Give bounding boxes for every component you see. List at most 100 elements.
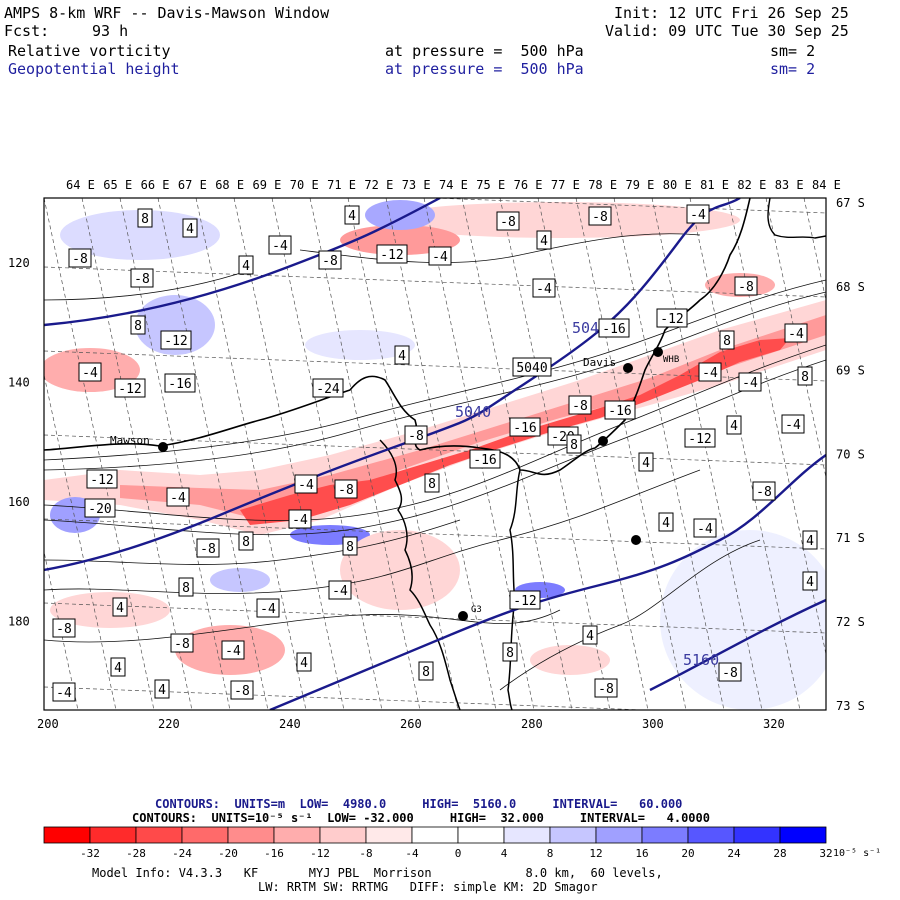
svg-text:-12: -12	[688, 432, 711, 447]
svg-text:-4: -4	[742, 376, 758, 391]
svg-text:-8: -8	[592, 210, 608, 225]
contour-value-label: -12	[160, 330, 192, 350]
contour-value-label: -12	[114, 378, 146, 398]
field1-smoothing: sm= 2	[770, 42, 816, 60]
svg-text:-4: -4	[332, 584, 348, 599]
lon-label: 69 E	[253, 178, 282, 192]
grid-x-label: 260	[400, 717, 422, 731]
lat-label: 72 S	[836, 615, 865, 629]
colorbar-tick: -28	[126, 847, 146, 860]
contour-value-label: 4	[344, 205, 360, 225]
colorbar-tick: 20	[681, 847, 694, 860]
vorticity-band-mid	[120, 315, 826, 520]
contour-value-label: -4	[52, 682, 76, 702]
svg-text:-12: -12	[164, 334, 187, 349]
contour-value-label: 8	[178, 577, 194, 597]
contour-value-label: 4	[238, 255, 254, 275]
height-contours	[44, 198, 826, 710]
vorticity-map: 5040 5040 5160 Mawson Davis WHB G3 8 4 4 -8…	[8, 178, 865, 731]
svg-text:-8: -8	[500, 215, 516, 230]
grid-x-label: 240	[279, 717, 301, 731]
colorbar-box	[503, 826, 551, 844]
grid-x-label: 200	[37, 717, 59, 731]
contour-value-label: 8	[137, 208, 153, 228]
svg-text:-4: -4	[536, 282, 552, 297]
lon-label: 77 E	[551, 178, 580, 192]
svg-text:8: 8	[723, 334, 731, 349]
svg-text:4: 4	[300, 656, 308, 671]
field2-level: at pressure = 500 hPa	[385, 60, 584, 78]
svg-text:4: 4	[242, 259, 250, 274]
contour-value-label: -4	[294, 474, 318, 494]
station-mawson	[158, 442, 168, 452]
contour-value-label: -8	[752, 481, 776, 501]
se-positive	[660, 530, 826, 710]
contour-value-label: 4	[154, 679, 170, 699]
contour-value-label: 4	[658, 512, 674, 532]
contour-value-label: -4	[428, 246, 452, 266]
contour-value-label: -4	[784, 323, 808, 343]
contour-value-label: 4	[394, 345, 410, 365]
svg-text:-20: -20	[88, 502, 111, 517]
contour-value-label: -4	[686, 204, 710, 224]
contour-value-label: 4	[110, 657, 126, 677]
svg-text:8: 8	[242, 535, 250, 550]
lon-label: 82 E	[737, 178, 766, 192]
vorticity-contour-labels: 8 4 4 -8 -8 -4 -8 4 -4 -8 -12 -4 4 -8 8 -12 -4 -12 -8 -4 8 4 5…	[52, 204, 818, 702]
colorbar-tick: -32	[80, 847, 100, 860]
svg-text:-16: -16	[168, 377, 191, 392]
svg-text:8: 8	[346, 540, 354, 555]
colorbar-box	[687, 826, 735, 844]
lon-label: 80 E	[663, 178, 692, 192]
contour-value-label: -8	[196, 538, 220, 558]
station-point	[598, 436, 608, 446]
contour-value-label: -4	[698, 362, 722, 382]
contour-value-label: 5040	[512, 357, 552, 377]
contour-value-label: -12	[509, 590, 541, 610]
svg-text:-8: -8	[322, 254, 338, 269]
contour-value-label: -12	[376, 244, 408, 264]
contour-value-label: -12	[86, 469, 118, 489]
svg-text:-4: -4	[702, 366, 718, 381]
svg-text:-8: -8	[738, 280, 754, 295]
colorbar-tick: 0	[455, 847, 462, 860]
contour-value-label: 8	[502, 642, 518, 662]
svg-text:4: 4	[398, 349, 406, 364]
contour-value-label: -8	[318, 250, 342, 270]
contour-value-label: -4	[738, 372, 762, 392]
svg-text:8: 8	[134, 319, 142, 334]
grid-y-label: 180	[8, 615, 30, 629]
contour-value-label: -8	[68, 248, 92, 268]
svg-text:4: 4	[806, 575, 814, 590]
contour-value-label: -8	[404, 425, 428, 445]
map-field: 5040 5040 5160 Mawson Davis WHB G3 8 4 4 -8…	[44, 198, 826, 710]
field1-name: Relative vorticity	[8, 42, 171, 60]
contour-value-label: -4	[693, 518, 717, 538]
contour-value-label: -4	[781, 414, 805, 434]
south-negative-3	[530, 645, 610, 675]
lon-label: 74 E	[439, 178, 468, 192]
valid-time: Valid: 09 UTC Tue 30 Sep 25	[605, 22, 849, 40]
svg-text:-8: -8	[408, 429, 424, 444]
svg-text:4: 4	[662, 516, 670, 531]
south-negative	[340, 530, 460, 610]
colorbar-boxes	[43, 826, 827, 844]
model-info: Model Info: V4.3.3 KF MYJ PBL Morrison 8…	[92, 866, 663, 880]
svg-text:4: 4	[158, 683, 166, 698]
colorbar-tick: 16	[635, 847, 648, 860]
station-label-mawson: Mawson	[110, 434, 150, 447]
svg-text:4: 4	[540, 234, 548, 249]
colorbar-box	[733, 826, 781, 844]
forecast-hour: 93 h	[92, 22, 129, 40]
contour-value-label: -4	[78, 362, 102, 382]
svg-text:-8: -8	[200, 542, 216, 557]
svg-text:4: 4	[642, 456, 650, 471]
contour-value-label: -8	[568, 395, 592, 415]
north-positive-core	[365, 200, 435, 230]
colorbar-box	[411, 826, 459, 844]
colorbar-box	[779, 826, 827, 844]
height-label-2: 5040	[455, 403, 491, 421]
lat-label: 67 S	[836, 196, 865, 210]
colorbar-tick: -12	[310, 847, 330, 860]
colorbar-box	[227, 826, 275, 844]
